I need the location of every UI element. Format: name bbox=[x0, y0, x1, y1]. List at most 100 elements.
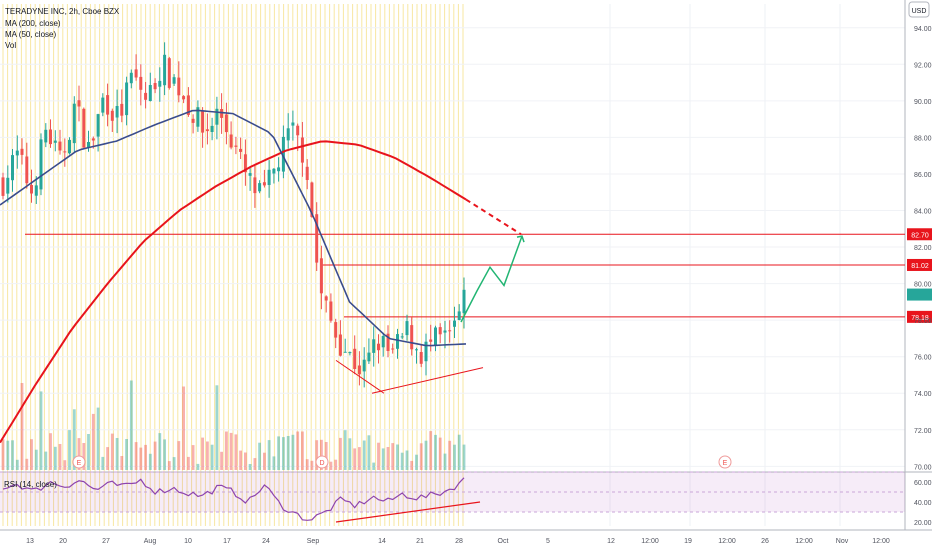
candle-body bbox=[201, 110, 205, 133]
volume-bar bbox=[225, 431, 228, 470]
price-axis[interactable]: 82.70 81.02 78.18 70.00 72.00 74.00 76.00 78.00… bbox=[907, 26, 932, 527]
candle-body bbox=[229, 134, 233, 148]
volume-bar bbox=[358, 447, 361, 470]
volume-bar bbox=[101, 456, 105, 470]
volume-bar bbox=[296, 431, 300, 470]
volume-bar bbox=[305, 459, 309, 470]
volume-bar bbox=[201, 437, 204, 470]
candle-body bbox=[367, 352, 371, 362]
volume-bar bbox=[244, 452, 247, 470]
candle-body bbox=[1, 177, 5, 196]
candle-body bbox=[386, 333, 390, 351]
horizontal-levels[interactable] bbox=[25, 233, 905, 318]
volume-bar bbox=[253, 458, 257, 470]
candle-body bbox=[391, 348, 395, 350]
volume-bar bbox=[139, 447, 143, 470]
candle-body bbox=[419, 352, 423, 364]
candle-body bbox=[220, 109, 224, 118]
candle-body bbox=[253, 177, 257, 194]
volume-bar bbox=[167, 461, 171, 470]
price-candles bbox=[1, 42, 466, 388]
candle-body bbox=[82, 108, 86, 148]
time-axis[interactable]: 13 20 27 Aug 10 17 24 Sep 14 21 28 Oct 5 12 12:00 19 12:… bbox=[26, 538, 890, 545]
event-marker-label: E bbox=[77, 460, 82, 467]
volume-bar bbox=[68, 430, 71, 470]
volume-bar bbox=[63, 460, 67, 470]
candle-body bbox=[101, 97, 105, 113]
time-tick-label: 12:00 bbox=[872, 538, 890, 545]
time-tick-label: Oct bbox=[498, 538, 509, 545]
price-tick-label: 94.00 bbox=[914, 26, 932, 33]
price-tick-label: 70.00 bbox=[914, 464, 932, 471]
price-tick-label: 78.00 bbox=[914, 318, 932, 325]
ma200-extension bbox=[465, 198, 522, 236]
current-price-tag bbox=[907, 288, 932, 301]
candle-body bbox=[362, 359, 366, 372]
time-tick-label: 12:00 bbox=[718, 538, 736, 545]
candle-body bbox=[286, 128, 290, 141]
candle-body bbox=[34, 185, 38, 196]
volume-bar bbox=[134, 442, 138, 470]
volume-bar bbox=[443, 453, 447, 470]
upper-trendline bbox=[335, 359, 385, 394]
volume-bar bbox=[215, 385, 219, 470]
candle-body bbox=[234, 145, 238, 147]
candle-body bbox=[186, 95, 190, 115]
candle-body bbox=[110, 110, 114, 121]
candle-body bbox=[277, 167, 281, 172]
level-price-label: 82.70 bbox=[911, 232, 929, 239]
volume-bar bbox=[410, 460, 414, 470]
volume-bar bbox=[91, 413, 95, 470]
candle-body bbox=[39, 139, 43, 190]
candle-body bbox=[196, 107, 200, 127]
level-price-tag bbox=[907, 228, 932, 241]
volume-bar bbox=[334, 459, 338, 470]
candle-body bbox=[334, 322, 338, 338]
volume-bar bbox=[329, 461, 333, 470]
volume-bar bbox=[324, 442, 328, 470]
price-tick-label: 84.00 bbox=[914, 209, 932, 216]
level-price-label: 81.02 bbox=[911, 263, 929, 270]
volume-bar bbox=[106, 447, 109, 470]
candle-body bbox=[120, 103, 124, 116]
volume-bar bbox=[386, 447, 390, 470]
time-tick-label: 21 bbox=[416, 538, 424, 545]
time-tick-label: 5 bbox=[546, 538, 550, 545]
candle-body bbox=[405, 321, 409, 336]
volume-bar bbox=[96, 407, 100, 470]
volume-bar bbox=[286, 436, 290, 470]
volume-bar bbox=[25, 458, 29, 470]
candle-body bbox=[353, 348, 357, 369]
volume-bar bbox=[158, 433, 162, 470]
volume-bar bbox=[405, 450, 409, 470]
currency-button[interactable]: USD bbox=[908, 1, 930, 18]
ma50-line bbox=[0, 109, 467, 347]
rsi-tick-label: 20.00 bbox=[914, 520, 932, 527]
volume-bar bbox=[381, 448, 385, 470]
time-tick-label: Sep bbox=[307, 538, 320, 545]
candle-body bbox=[381, 336, 385, 348]
volume-bar bbox=[234, 434, 238, 470]
candle-body bbox=[139, 76, 143, 90]
candle-body bbox=[205, 129, 209, 132]
candle-body bbox=[49, 129, 52, 145]
candle-body bbox=[6, 177, 10, 194]
price-tick-label: 86.00 bbox=[914, 172, 932, 179]
candle-body bbox=[63, 151, 67, 153]
candle-body bbox=[25, 156, 29, 184]
rsi-label: RSI (14, close) bbox=[4, 480, 57, 489]
candle-body bbox=[182, 96, 186, 100]
volume-bar bbox=[39, 391, 43, 470]
volume-bar bbox=[424, 440, 428, 470]
volume-bar bbox=[15, 459, 19, 470]
candle-body bbox=[44, 129, 48, 143]
candle-body bbox=[281, 136, 285, 172]
volume-bar bbox=[44, 451, 48, 470]
candle-body bbox=[400, 336, 404, 338]
level-price-tag bbox=[907, 310, 932, 323]
candle-body bbox=[324, 296, 328, 301]
price-tick-label: 92.00 bbox=[914, 62, 932, 69]
candle-body bbox=[291, 122, 295, 126]
volume-bar bbox=[206, 441, 209, 470]
